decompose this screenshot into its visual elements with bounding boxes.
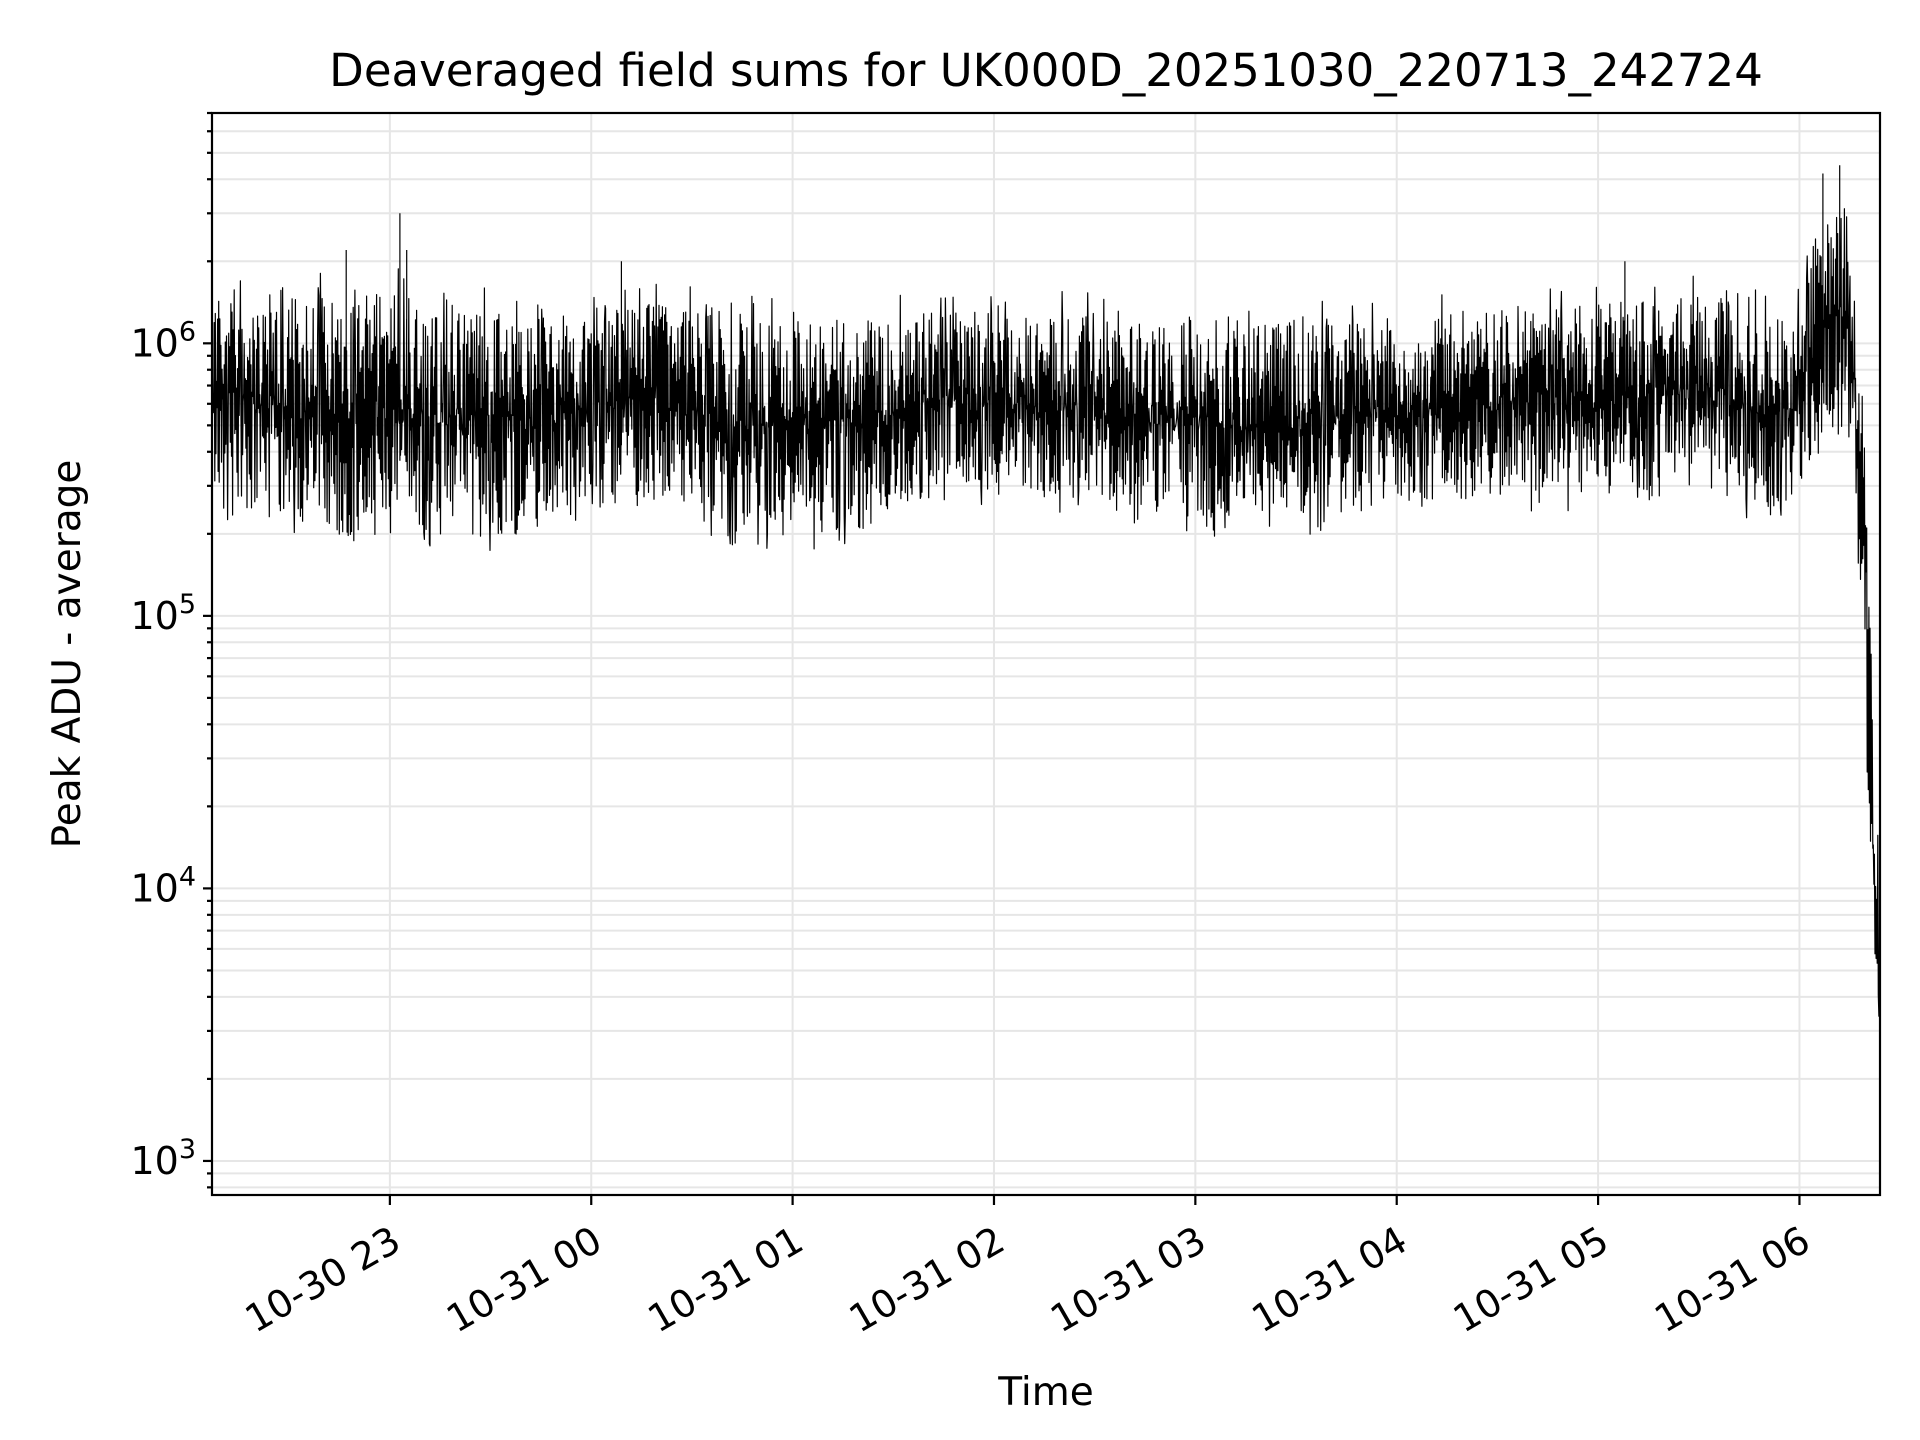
y-tick-label: 106 xyxy=(130,316,196,365)
x-tick-label: 10-31 04 xyxy=(1245,1218,1415,1342)
x-tick-label: 10-30 23 xyxy=(238,1218,408,1342)
x-tick-label: 10-31 00 xyxy=(439,1218,609,1342)
plot-area xyxy=(211,165,1881,1017)
y-axis-label: Peak ADU - average xyxy=(45,460,90,849)
series-line xyxy=(211,165,1881,1017)
y-tick-label: 105 xyxy=(130,589,196,638)
x-axis-label: Time xyxy=(997,1370,1093,1415)
x-axis: 10-30 23 10-31 00 10-31 01 10-31 02 10-31 03… xyxy=(238,1195,1817,1342)
x-tick-label: 10-31 06 xyxy=(1647,1218,1817,1342)
chart-title: Deaveraged field sums for UK000D_2025103… xyxy=(329,44,1763,97)
grid-lines xyxy=(212,112,1880,1195)
x-tick-label: 10-31 03 xyxy=(1043,1218,1213,1342)
plot-frame xyxy=(210,111,1882,1197)
y-axis: 103 104 105 106 xyxy=(130,111,212,1189)
y-tick-label: 103 xyxy=(130,1134,196,1183)
x-tick-label: 10-31 02 xyxy=(842,1218,1012,1342)
x-tick-label: 10-31 01 xyxy=(640,1218,810,1342)
x-tick-label: 10-31 05 xyxy=(1446,1218,1616,1342)
y-tick-label: 104 xyxy=(130,861,196,910)
